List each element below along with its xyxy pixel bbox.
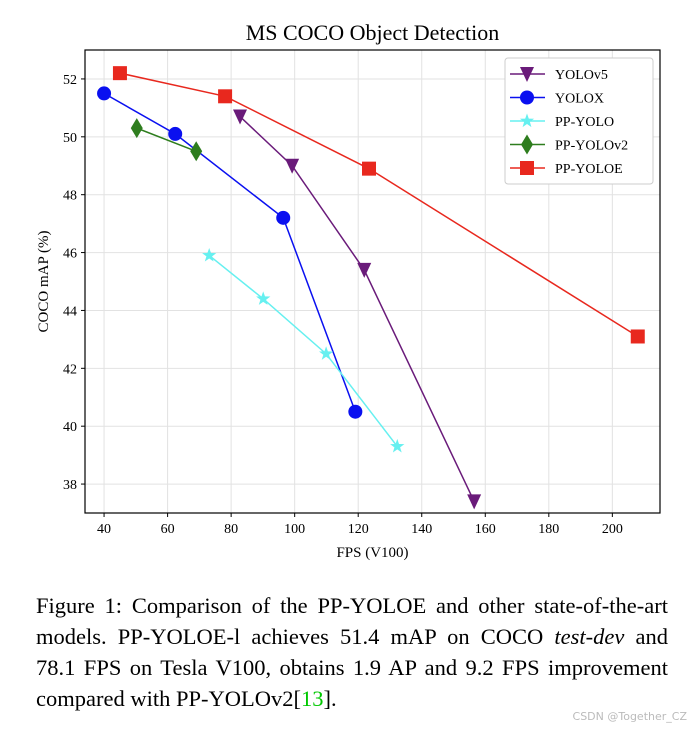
x-tick-label: 180 — [538, 522, 559, 537]
caption-text-2: and 78.1 FPS on Tesla V100, obtains 1.9 … — [36, 624, 668, 711]
x-tick-label: 200 — [602, 522, 623, 537]
x-tick-label: 140 — [411, 522, 432, 537]
yolox-point — [168, 126, 183, 141]
y-tick-label: 42 — [63, 362, 77, 377]
pp-yolo-point — [390, 438, 405, 453]
y-tick-label: 44 — [63, 304, 77, 319]
y-tick-label: 40 — [63, 420, 77, 435]
yolov5-point — [467, 494, 482, 510]
pp-yolo-point — [202, 248, 217, 262]
yolov5-point — [285, 158, 300, 174]
caption-text-3: ]. — [323, 686, 337, 711]
legend-marker-yolov5 — [520, 67, 534, 82]
yolox-point — [276, 210, 291, 225]
yolox-point — [348, 404, 363, 419]
watermark: CSDN @Together_CZ — [572, 710, 687, 723]
citation-link[interactable]: 13 — [300, 686, 324, 711]
pp-yolo-line — [208, 254, 398, 447]
plot-frame — [84, 49, 661, 514]
legend-label-pp-yolov2: PP-YOLOv2 — [555, 139, 628, 154]
legend-marker-yolox — [520, 90, 534, 105]
legend-marker-pp-yolov2 — [521, 134, 533, 155]
yolov5-point — [357, 262, 372, 278]
y-tick-label: 52 — [63, 73, 77, 88]
x-tick-label: 120 — [348, 522, 369, 537]
figure-caption: Figure 1: Comparison of the PP-YOLOE and… — [36, 590, 668, 714]
pp-yoloe-point — [630, 329, 645, 344]
yolov5-line — [239, 116, 475, 502]
x-tick-label: 60 — [161, 522, 175, 537]
y-tick-label: 50 — [63, 131, 77, 146]
y-tick-label: 38 — [63, 478, 77, 493]
y-tick-label: 46 — [63, 247, 77, 262]
pp-yolo-point — [256, 291, 271, 305]
chart: MS COCO Object Detection 40 60 80 100 120 140 1… — [36, 20, 661, 561]
pp-yolov2-point — [130, 118, 143, 139]
pp-yoloe-line — [119, 72, 639, 338]
legend — [504, 57, 654, 185]
pp-yolov2-point — [190, 141, 203, 162]
pp-yoloe-point — [362, 161, 377, 176]
legend-label-pp-yolo: PP-YOLO — [555, 115, 614, 130]
caption-italic: test-dev — [554, 624, 625, 649]
x-tick-label: 160 — [475, 522, 496, 537]
pp-yoloe-point — [218, 89, 233, 104]
x-tick-label: 80 — [224, 522, 238, 537]
pp-yoloe-point — [112, 66, 127, 81]
y-tick-label: 48 — [63, 189, 77, 204]
x-axis-label: FPS (V100) — [336, 545, 408, 561]
chart-title: MS COCO Object Detection — [246, 20, 500, 45]
legend-marker-pp-yolo — [519, 113, 535, 128]
legend-label-yolox: YOLOX — [555, 92, 604, 107]
x-tick-label: 40 — [97, 522, 111, 537]
yolov5-point — [233, 109, 248, 125]
legend-label-pp-yoloe: PP-YOLOE — [555, 162, 623, 177]
x-tick-label: 100 — [284, 522, 305, 537]
yolox-point — [97, 86, 112, 101]
caption-text: Figure 1: Comparison of the PP-YOLOE and… — [36, 593, 668, 649]
legend-marker-pp-yoloe — [520, 161, 534, 175]
legend-label-yolov5: YOLOv5 — [555, 68, 608, 83]
pp-yolo-point — [319, 346, 334, 360]
yolox-line — [103, 92, 357, 412]
y-axis-label: COCO mAP (%) — [36, 231, 52, 333]
pp-yolov2-line — [136, 127, 197, 152]
